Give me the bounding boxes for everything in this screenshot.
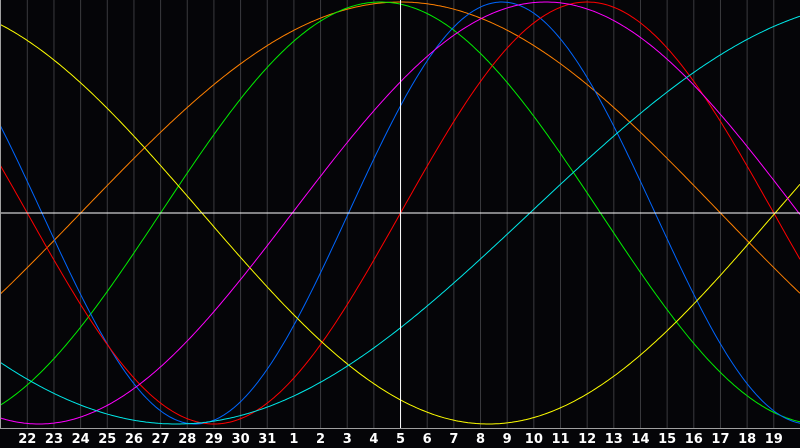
x-tick-label: 2 — [316, 432, 325, 447]
x-tick-label: 14 — [631, 432, 649, 447]
x-tick-label: 23 — [45, 432, 63, 447]
x-tick-label: 15 — [658, 432, 676, 447]
x-tick-label: 28 — [178, 432, 196, 447]
x-tick-label: 10 — [525, 432, 543, 447]
x-tick-label: 22 — [18, 432, 36, 447]
series-line-3 — [0, 1, 800, 425]
x-tick-label: 31 — [258, 432, 276, 447]
x-tick-label: 13 — [605, 432, 623, 447]
x-tick-label: 4 — [369, 432, 378, 447]
x-tick-label: 1 — [289, 432, 298, 447]
x-tick-label: 16 — [685, 432, 703, 447]
x-tick-label: 30 — [232, 432, 250, 447]
series-line-0 — [0, 1, 800, 295]
x-tick-label: 25 — [98, 432, 116, 447]
axes — [0, 0, 800, 429]
x-tick-label: 9 — [503, 432, 512, 447]
x-tick-labels: 22 23 24 25 26 27 28 29 30 31 1 2 3 4 5 6 7 8 9 10 11 12 13 14 1… — [18, 432, 783, 447]
series-line-5 — [0, 1, 800, 425]
series-line-2 — [0, 1, 800, 425]
x-tick-label: 19 — [765, 432, 783, 447]
x-tick-label: 18 — [738, 432, 756, 447]
x-tick-label: 24 — [72, 432, 90, 447]
x-tick-label: 7 — [449, 432, 458, 447]
x-tick-label: 11 — [551, 432, 569, 447]
x-tick-label: 5 — [396, 432, 405, 447]
x-tick-label: 26 — [125, 432, 143, 447]
curves — [0, 1, 800, 425]
series-line-6 — [0, 15, 800, 425]
x-tick-label: 8 — [476, 432, 485, 447]
x-tick-label: 12 — [578, 432, 596, 447]
series-line-1 — [0, 1, 800, 423]
x-tick-label: 17 — [711, 432, 729, 447]
x-tick-label: 29 — [205, 432, 223, 447]
x-tick-label: 6 — [423, 432, 432, 447]
x-tick-label: 3 — [343, 432, 352, 447]
grid — [26, 0, 775, 428]
x-tick-label: 27 — [152, 432, 170, 447]
series-line-4 — [0, 23, 800, 425]
